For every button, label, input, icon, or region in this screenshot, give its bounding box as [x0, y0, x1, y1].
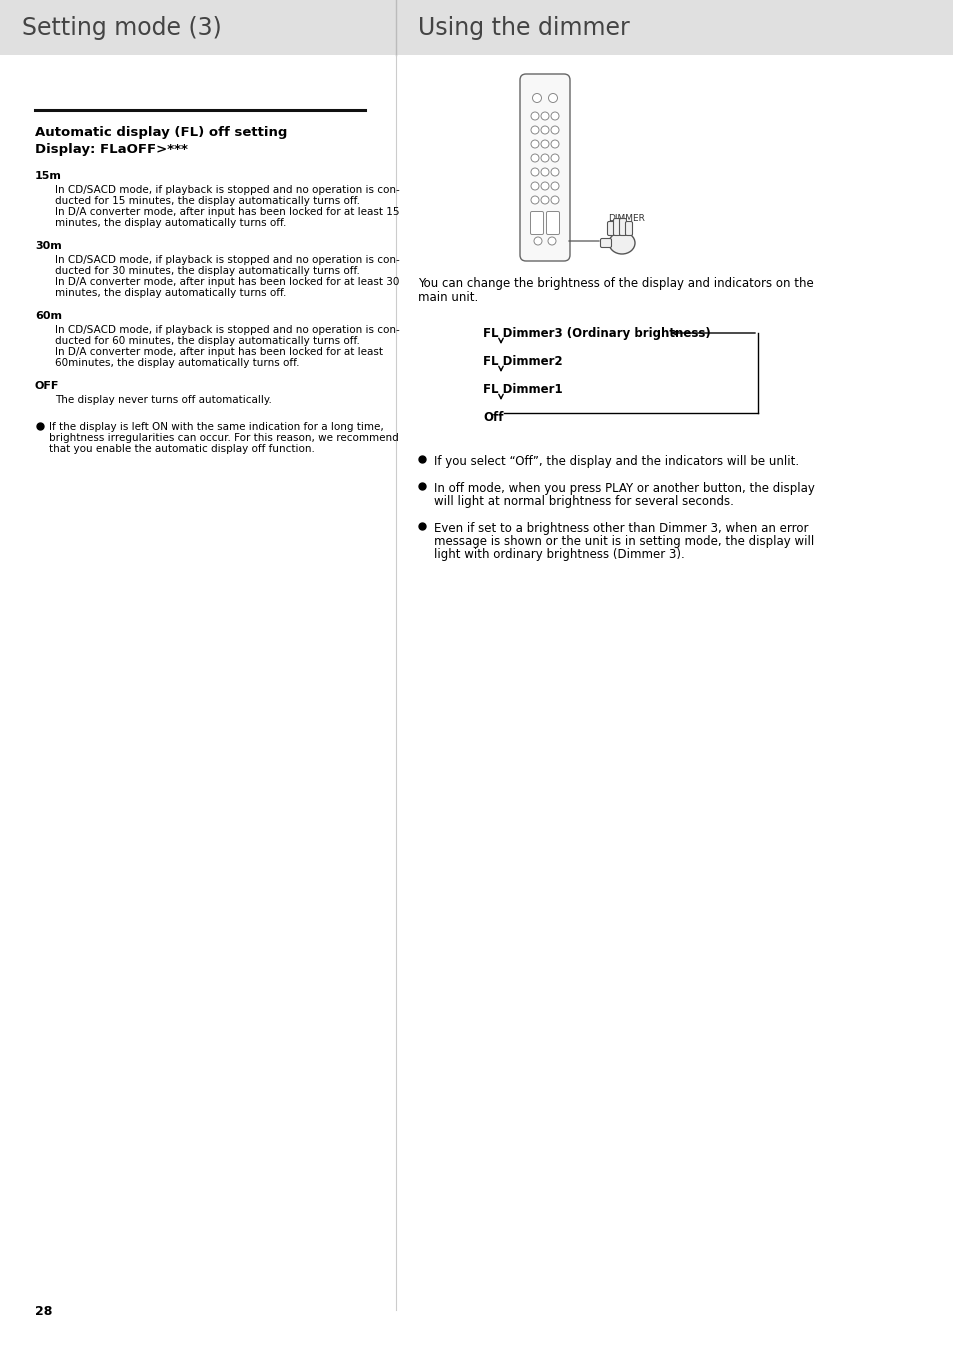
Text: In CD/SACD mode, if playback is stopped and no operation is con-: In CD/SACD mode, if playback is stopped …	[55, 185, 399, 194]
Circle shape	[534, 238, 541, 244]
Text: Display: FLaOFF>***: Display: FLaOFF>***	[35, 143, 188, 157]
FancyBboxPatch shape	[546, 212, 558, 235]
Text: DIMMER: DIMMER	[607, 215, 644, 223]
Circle shape	[548, 93, 557, 103]
Text: light with ordinary brightness (Dimmer 3).: light with ordinary brightness (Dimmer 3…	[434, 548, 684, 562]
FancyBboxPatch shape	[599, 239, 611, 247]
Text: that you enable the automatic display off function.: that you enable the automatic display of…	[49, 444, 314, 454]
Text: 15m: 15m	[35, 171, 62, 181]
Circle shape	[551, 112, 558, 120]
Circle shape	[531, 112, 538, 120]
Text: In CD/SACD mode, if playback is stopped and no operation is con-: In CD/SACD mode, if playback is stopped …	[55, 325, 399, 335]
Text: FL Dimmer3 (Ordinary brightness): FL Dimmer3 (Ordinary brightness)	[482, 327, 710, 340]
FancyBboxPatch shape	[607, 221, 614, 235]
Text: Automatic display (FL) off setting: Automatic display (FL) off setting	[35, 126, 287, 139]
Text: minutes, the display automatically turns off.: minutes, the display automatically turns…	[55, 217, 286, 228]
FancyBboxPatch shape	[613, 219, 619, 235]
Text: Off: Off	[482, 410, 503, 424]
Text: Setting mode (3): Setting mode (3)	[22, 15, 221, 39]
Text: ducted for 15 minutes, the display automatically turns off.: ducted for 15 minutes, the display autom…	[55, 196, 359, 207]
Text: FL Dimmer1: FL Dimmer1	[482, 383, 562, 396]
FancyBboxPatch shape	[530, 212, 543, 235]
Text: will light at normal brightness for several seconds.: will light at normal brightness for seve…	[434, 495, 733, 508]
Circle shape	[540, 154, 548, 162]
Circle shape	[532, 93, 541, 103]
Circle shape	[540, 167, 548, 176]
Text: Even if set to a brightness other than Dimmer 3, when an error: Even if set to a brightness other than D…	[434, 522, 807, 535]
Circle shape	[540, 126, 548, 134]
Text: message is shown or the unit is in setting mode, the display will: message is shown or the unit is in setti…	[434, 535, 814, 548]
Text: 60m: 60m	[35, 310, 62, 321]
Text: OFF: OFF	[35, 381, 59, 392]
Circle shape	[540, 182, 548, 190]
Circle shape	[531, 140, 538, 148]
Text: If the display is left ON with the same indication for a long time,: If the display is left ON with the same …	[49, 423, 383, 432]
Text: In D/A converter mode, after input has been locked for at least 15: In D/A converter mode, after input has b…	[55, 207, 399, 217]
Circle shape	[551, 140, 558, 148]
Text: FL Dimmer2: FL Dimmer2	[482, 355, 562, 369]
Ellipse shape	[608, 232, 635, 254]
Text: ducted for 60 minutes, the display automatically turns off.: ducted for 60 minutes, the display autom…	[55, 336, 359, 346]
Text: In off mode, when you press PLAY or another button, the display: In off mode, when you press PLAY or anot…	[434, 482, 814, 495]
Text: In D/A converter mode, after input has been locked for at least 30: In D/A converter mode, after input has b…	[55, 277, 399, 288]
Circle shape	[540, 140, 548, 148]
Circle shape	[540, 196, 548, 204]
Circle shape	[551, 154, 558, 162]
Circle shape	[551, 126, 558, 134]
Circle shape	[531, 167, 538, 176]
Text: 28: 28	[35, 1305, 52, 1318]
Circle shape	[540, 112, 548, 120]
Circle shape	[551, 182, 558, 190]
Text: If you select “Off”, the display and the indicators will be unlit.: If you select “Off”, the display and the…	[434, 455, 799, 468]
Text: The display never turns off automatically.: The display never turns off automaticall…	[55, 396, 272, 405]
Text: Using the dimmer: Using the dimmer	[417, 15, 629, 39]
Text: In CD/SACD mode, if playback is stopped and no operation is con-: In CD/SACD mode, if playback is stopped …	[55, 255, 399, 265]
Circle shape	[531, 196, 538, 204]
Text: ducted for 30 minutes, the display automatically turns off.: ducted for 30 minutes, the display autom…	[55, 266, 359, 275]
FancyBboxPatch shape	[625, 221, 632, 235]
Bar	[0, 0, 953, 55]
Circle shape	[531, 126, 538, 134]
Text: brightness irregularities can occur. For this reason, we recommend: brightness irregularities can occur. For…	[49, 433, 398, 443]
FancyBboxPatch shape	[519, 74, 569, 261]
Text: minutes, the display automatically turns off.: minutes, the display automatically turns…	[55, 288, 286, 298]
Text: 60minutes, the display automatically turns off.: 60minutes, the display automatically tur…	[55, 358, 299, 369]
FancyBboxPatch shape	[618, 219, 626, 235]
Circle shape	[551, 167, 558, 176]
Text: main unit.: main unit.	[417, 292, 477, 304]
Circle shape	[551, 196, 558, 204]
Text: You can change the brightness of the display and indicators on the: You can change the brightness of the dis…	[417, 277, 813, 290]
Text: 30m: 30m	[35, 242, 62, 251]
Circle shape	[531, 154, 538, 162]
Circle shape	[531, 182, 538, 190]
Text: In D/A converter mode, after input has been locked for at least: In D/A converter mode, after input has b…	[55, 347, 382, 356]
Circle shape	[547, 238, 556, 244]
